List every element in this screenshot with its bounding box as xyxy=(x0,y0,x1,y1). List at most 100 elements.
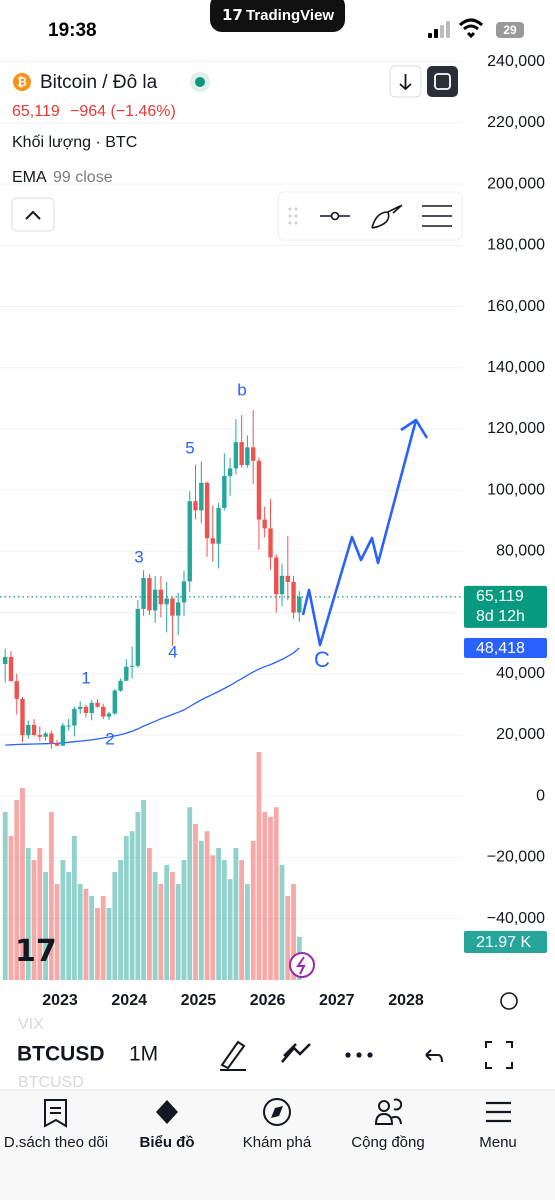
nav-items: D.sách theo dõi Biểu đồ Khám phá Cộng đồng M… xyxy=(4,1134,517,1151)
candle-body xyxy=(54,743,60,746)
candle-body xyxy=(170,598,175,616)
volume-bar xyxy=(95,908,100,980)
y-tick-label: 0 xyxy=(536,787,545,804)
volume-bar xyxy=(106,908,112,980)
volume-bar xyxy=(256,752,262,980)
candle-body xyxy=(83,706,89,713)
symbol-name[interactable]: Bitcoin / Đô la xyxy=(40,72,158,93)
candle-body xyxy=(239,442,244,466)
toolbar-interval[interactable]: 1M xyxy=(129,1043,158,1066)
x-tick-label: 2026 xyxy=(250,992,286,1009)
volume-bar xyxy=(250,840,256,980)
alert-icon xyxy=(296,956,306,975)
volume-bar xyxy=(31,860,37,980)
fullscreen-button[interactable] xyxy=(485,1041,513,1069)
ema-line xyxy=(5,647,300,746)
market-status-dot xyxy=(195,77,205,87)
volume-tag xyxy=(464,931,547,953)
nav-label[interactable]: D.sách theo dõi xyxy=(4,1134,108,1151)
volume-bar xyxy=(54,884,60,980)
x-tick-label: 2024 xyxy=(111,992,147,1009)
candle-body xyxy=(43,733,48,737)
last-price-tag xyxy=(464,585,547,628)
layout-button[interactable] xyxy=(427,66,458,97)
battery xyxy=(496,22,524,38)
more-button[interactable] xyxy=(345,1052,373,1058)
volume-bar xyxy=(25,848,31,980)
volume-bar xyxy=(43,872,49,980)
nav-label[interactable]: Khám phá xyxy=(243,1134,312,1151)
nav-icon xyxy=(271,1106,283,1118)
volume-tag-label: 21.97 K xyxy=(476,934,531,951)
nav-icon xyxy=(44,1099,67,1128)
signal-icon xyxy=(428,21,450,38)
plot: 240,000220,000200,000180,000160,000140,0… xyxy=(0,53,545,1009)
candle-body xyxy=(256,460,262,520)
candle-body xyxy=(112,690,118,714)
draw-button[interactable] xyxy=(220,1040,246,1071)
wave-label: 3 xyxy=(134,547,143,566)
settings-tool-icon[interactable] xyxy=(422,205,452,227)
candle-body xyxy=(216,507,221,544)
battery-level: 29 xyxy=(503,23,517,37)
ghost-symbol: VIX xyxy=(18,1016,44,1033)
volume-bar xyxy=(71,836,77,980)
toolbar-symbol[interactable]: BTCUSD xyxy=(17,1043,105,1066)
volume-bar xyxy=(216,848,221,980)
nav-label[interactable]: Cộng đồng xyxy=(351,1134,424,1151)
volume-bar xyxy=(2,812,8,980)
volume-bar xyxy=(227,879,233,980)
volume-bar xyxy=(268,816,273,980)
volume-bar xyxy=(152,872,158,980)
candle-body xyxy=(2,656,8,664)
y-tick-label: 220,000 xyxy=(487,114,545,131)
nav-label[interactable]: Menu xyxy=(479,1134,517,1151)
volume-bar xyxy=(14,800,20,980)
candle-body xyxy=(20,698,25,736)
volume-bar xyxy=(291,884,296,980)
wave-label: b xyxy=(237,380,246,399)
volume-indicator[interactable]: Khối lượng · BTC xyxy=(12,134,137,151)
y-tick-label: 20,000 xyxy=(496,726,545,743)
candle-body xyxy=(31,724,37,735)
volume-bar xyxy=(8,836,14,980)
volume-bar xyxy=(48,812,54,980)
wave-label: 2 xyxy=(105,729,114,748)
ema-tag-label: 48,418 xyxy=(476,640,525,657)
volume-bar xyxy=(170,872,175,980)
y-tick-label: 240,000 xyxy=(487,53,545,70)
candle-body xyxy=(158,589,164,605)
volume-bar xyxy=(193,824,198,980)
x-tick-label: 2023 xyxy=(42,992,78,1009)
download-icon xyxy=(399,74,412,91)
candle-body xyxy=(66,725,71,727)
volume-bar xyxy=(118,860,123,980)
candle-body xyxy=(227,468,233,477)
indicator-button[interactable] xyxy=(281,1043,311,1063)
candle-body xyxy=(233,442,239,469)
volume-bar xyxy=(112,872,118,980)
brush-tool-icon[interactable] xyxy=(371,204,403,229)
volume-bar xyxy=(66,872,72,980)
candle-body xyxy=(152,589,158,611)
app-pill xyxy=(210,0,345,32)
volume-bar xyxy=(210,855,216,980)
undo-button[interactable] xyxy=(425,1049,443,1063)
candle-body xyxy=(181,581,187,603)
wave-label: 1 xyxy=(81,668,90,687)
collapse-button[interactable] xyxy=(11,197,55,232)
nav-label[interactable]: Biểu đồ xyxy=(140,1134,195,1151)
candle-body xyxy=(72,708,77,726)
candle-body xyxy=(26,724,31,736)
layout-icon xyxy=(434,73,451,90)
candle-body xyxy=(49,733,54,744)
axis-settings[interactable] xyxy=(500,992,518,1010)
nav-icon xyxy=(486,1101,511,1123)
candle-body xyxy=(37,734,42,737)
volume-bar xyxy=(37,848,43,980)
ema-indicator[interactable]: EMA xyxy=(12,169,47,186)
countdown-label: 8d 12h xyxy=(476,608,525,625)
y-tick-label: −40,000 xyxy=(487,910,545,927)
candle-body xyxy=(141,577,146,609)
